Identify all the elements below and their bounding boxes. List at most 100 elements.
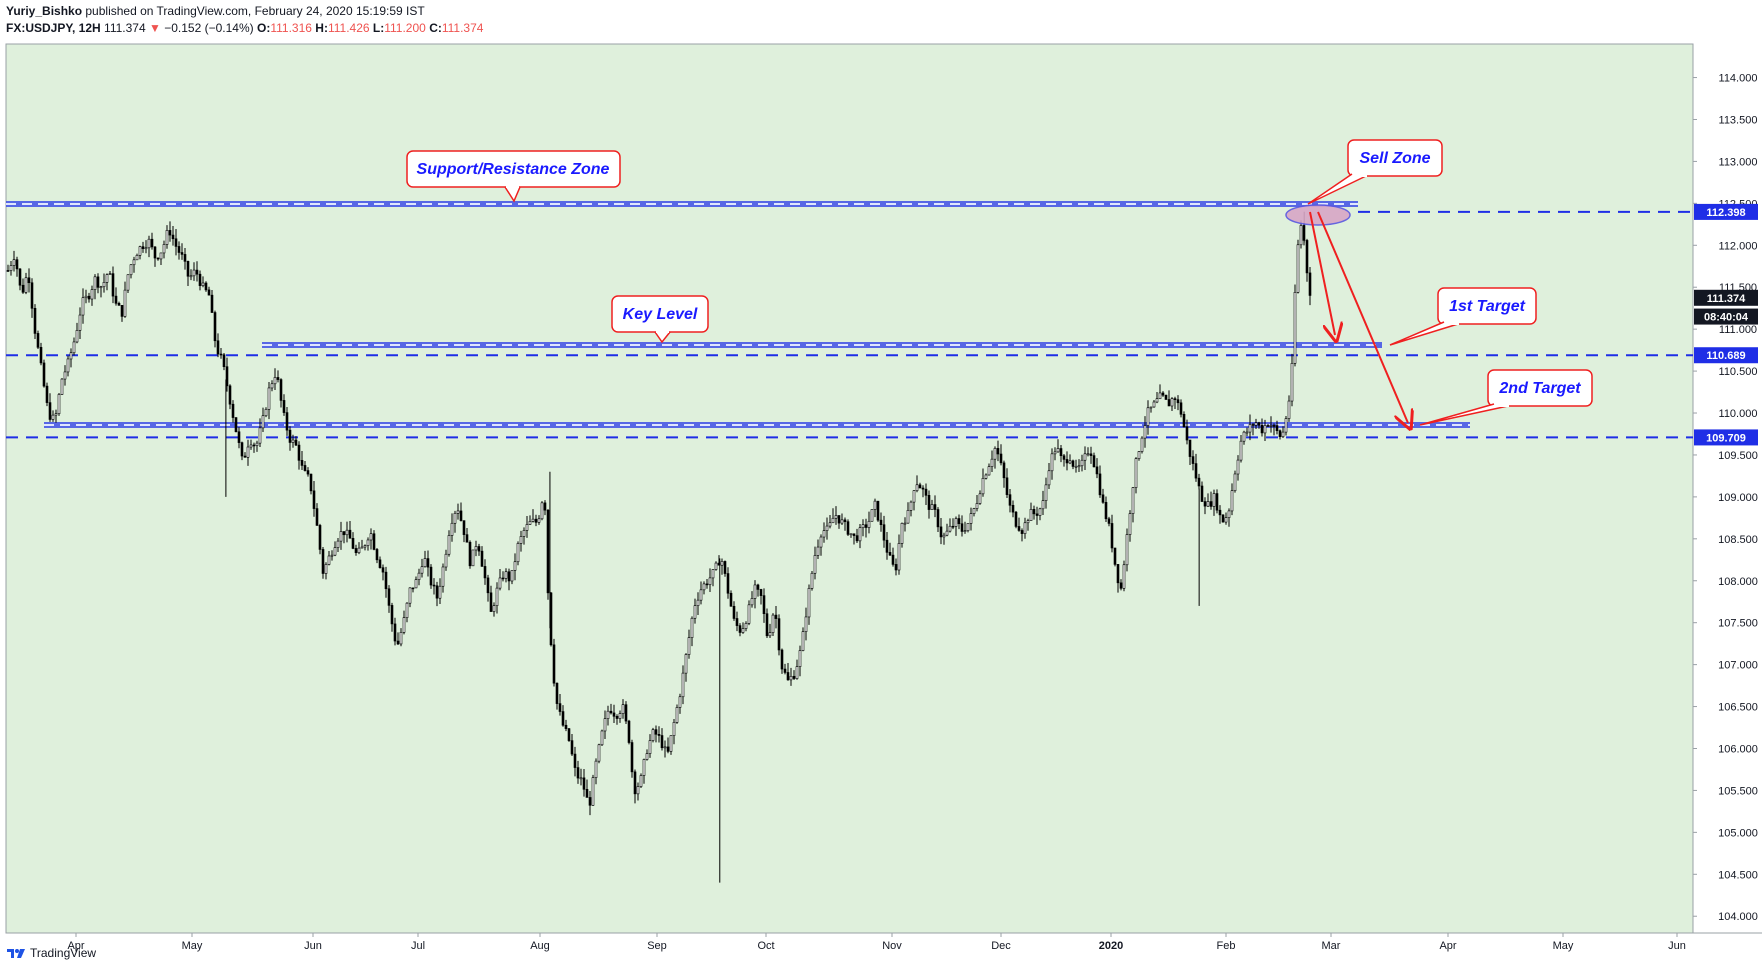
candle-body <box>75 330 79 343</box>
candle-body <box>516 543 520 563</box>
candle-body <box>834 515 838 519</box>
candle-body <box>975 503 979 509</box>
tradingview-logo-icon[interactable] <box>6 947 26 959</box>
candle-body <box>1029 509 1033 521</box>
candle-body <box>1065 459 1069 464</box>
candle-body <box>240 442 244 457</box>
candle-body <box>1017 526 1021 531</box>
candle-body <box>312 490 316 509</box>
candle-body <box>66 358 70 373</box>
candle-body <box>21 284 25 293</box>
candle-body <box>1236 459 1240 475</box>
candle-body <box>663 746 667 749</box>
candle-body <box>258 427 262 444</box>
horizontal-levels <box>6 210 1693 439</box>
price-label-text: 112.398 <box>1706 207 1745 219</box>
candle-body <box>744 623 748 629</box>
candle-body <box>51 414 55 420</box>
candle-body <box>819 536 823 548</box>
candle-body <box>105 274 109 283</box>
plot-frame <box>5 43 1694 934</box>
candle-body <box>264 409 268 417</box>
arrow-to-second-target[interactable] <box>1317 211 1408 423</box>
candle-body <box>201 282 205 286</box>
candle-body <box>1305 240 1309 274</box>
candle-body <box>912 490 916 503</box>
candle-body <box>1176 399 1180 404</box>
candle-body <box>840 519 844 524</box>
candle-body <box>456 510 460 514</box>
candle-body <box>942 534 946 538</box>
candle-body <box>1293 292 1297 364</box>
callout-first-target[interactable]: 1st Target <box>1389 287 1537 346</box>
candle-body <box>789 675 793 681</box>
footer-brand[interactable]: TradingView <box>30 946 97 960</box>
candle-body <box>252 444 256 447</box>
close-value: 111.374 <box>441 21 484 35</box>
candle-body <box>642 759 646 776</box>
close-label: C: <box>429 21 442 35</box>
candle-body <box>720 561 724 566</box>
price-axis[interactable]: 104.000 104.500 105.000 105.500 106.000 106.5… <box>1693 73 1758 924</box>
candle-body <box>1203 501 1207 507</box>
candle-body <box>876 500 880 521</box>
candle-body <box>627 720 631 743</box>
callout-sell-zone[interactable]: Sell Zone <box>1307 139 1443 205</box>
candle-body <box>342 531 346 536</box>
candle-body <box>939 526 943 538</box>
candle-body <box>153 246 157 259</box>
candle-body <box>531 518 535 522</box>
candle-body <box>1104 502 1108 520</box>
callout-key-level[interactable]: Key Level <box>611 295 709 344</box>
sell-zone-ellipse[interactable] <box>1285 204 1351 226</box>
candle-body <box>1188 439 1192 457</box>
candle-body <box>1296 244 1300 293</box>
candle-body <box>1218 509 1222 516</box>
candle-body <box>429 566 433 586</box>
candle-body <box>981 478 985 495</box>
candle-body <box>171 234 175 240</box>
publish-info: Yuriy_Bishko published on TradingView.co… <box>6 4 425 18</box>
candle-body <box>951 525 955 528</box>
candle-body <box>702 583 706 591</box>
candle-body <box>1281 431 1285 438</box>
candle-body <box>447 535 451 555</box>
candle-body <box>303 465 307 471</box>
x-tick-label: Apr <box>67 940 84 952</box>
price-label-text: 109.709 <box>1706 432 1746 444</box>
candle-body <box>1101 494 1105 503</box>
arrow-to-first-target[interactable] <box>1309 211 1335 335</box>
candle-body <box>1158 392 1162 400</box>
candle-body <box>543 502 547 511</box>
author-name[interactable]: Yuriy_Bishko <box>6 4 83 18</box>
candle-body <box>576 767 580 779</box>
candle-body <box>756 584 760 590</box>
candle-body <box>402 617 406 633</box>
candle-body <box>144 247 148 250</box>
candle-body <box>204 282 208 291</box>
candle-body <box>369 533 373 541</box>
candle-body <box>705 583 709 586</box>
time-axis[interactable]: Apr May Jun Jul Aug Sep Oct Nov Dec 2020 Feb Mar Apr… <box>67 933 1686 952</box>
candle-body <box>765 613 769 637</box>
candle-body <box>594 760 598 778</box>
candle-body <box>603 718 607 732</box>
candle-body <box>393 623 397 642</box>
candle-body <box>132 259 136 266</box>
candle-body <box>156 257 160 260</box>
candle-body <box>198 273 202 286</box>
callout-support-resistance[interactable]: Support/Resistance Zone <box>406 150 621 203</box>
callout-second-target[interactable]: 2nd Target <box>1419 369 1593 426</box>
low-label: L: <box>372 21 385 35</box>
candle-body <box>399 632 403 645</box>
callout-text-second-target: 2nd Target <box>1498 380 1581 397</box>
candle-body <box>519 536 523 544</box>
candle-body <box>255 442 259 446</box>
callout-text-sell-zone: Sell Zone <box>1359 150 1430 167</box>
candle-body <box>126 274 130 291</box>
candle-body <box>1128 513 1132 535</box>
high-label: H: <box>315 21 328 35</box>
candle-body <box>1200 485 1204 502</box>
candle-body <box>246 446 250 458</box>
